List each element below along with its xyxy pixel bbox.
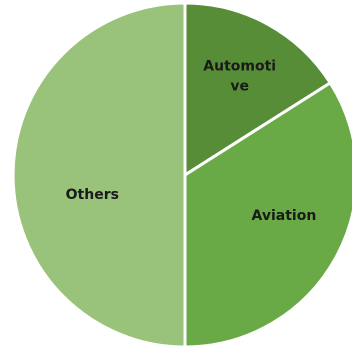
pie-slices <box>11 1 352 349</box>
pie-label-aviation: Aviation <box>252 208 317 224</box>
pie-slice-automoti-ve <box>183 1 332 177</box>
pie-label-automoti-ve: Automoti ve <box>203 59 276 95</box>
pie-slice-others <box>11 1 187 349</box>
pie-label-others: Others <box>66 187 119 203</box>
pie-slice-aviation <box>183 81 352 349</box>
pie-labels: Automoti ve Aviation Others <box>66 59 317 224</box>
